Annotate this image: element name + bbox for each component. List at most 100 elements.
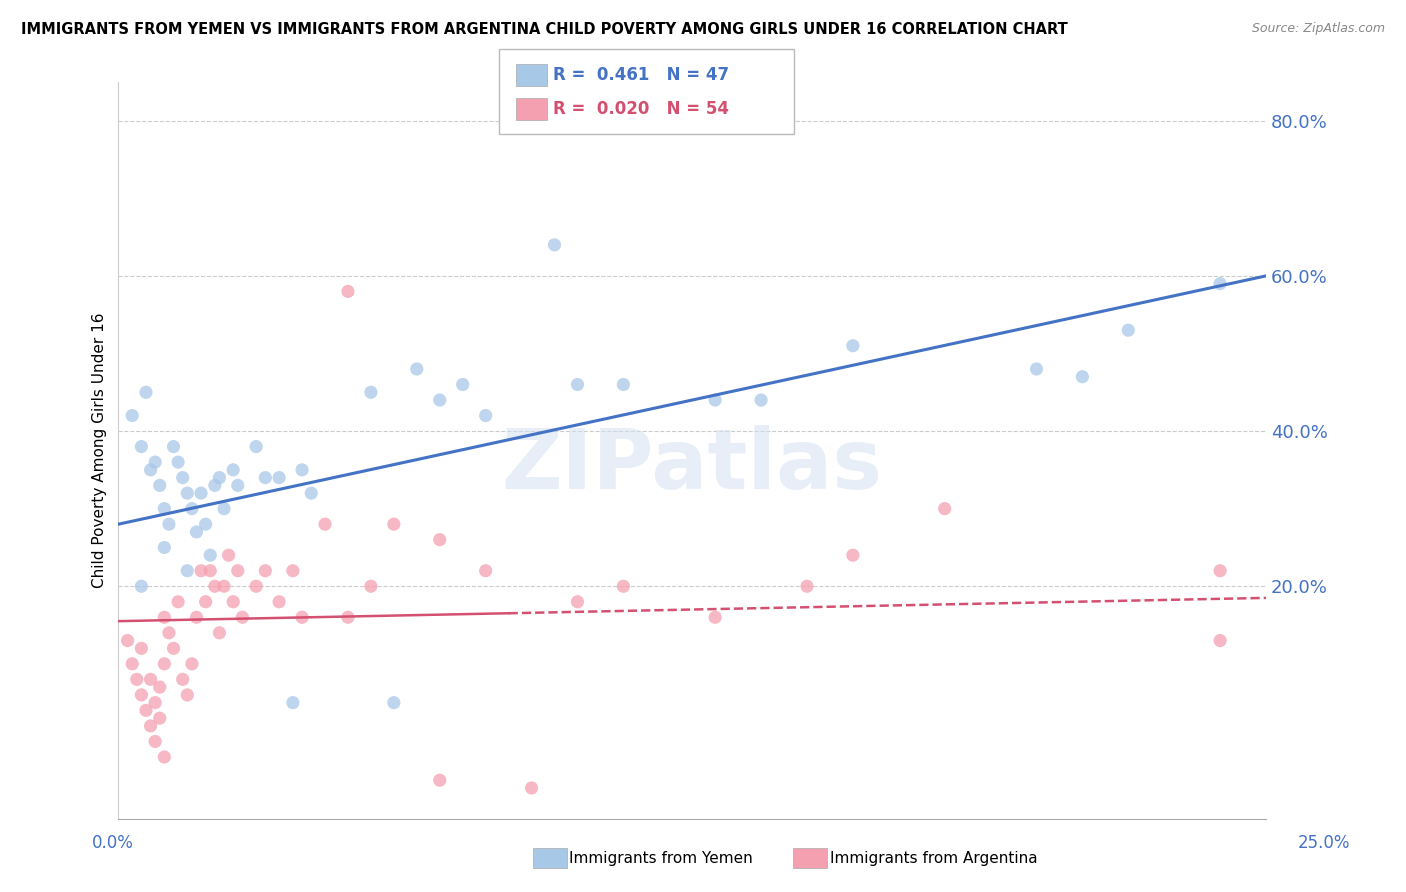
Point — [1209, 633, 1232, 648]
Point — [429, 392, 451, 407]
Point — [186, 610, 208, 624]
Point — [131, 641, 153, 656]
Point — [567, 377, 589, 392]
Point — [153, 750, 176, 764]
Point — [405, 362, 427, 376]
Point — [704, 392, 727, 407]
Point — [336, 610, 359, 624]
Point — [360, 385, 382, 400]
Y-axis label: Child Poverty Among Girls Under 16: Child Poverty Among Girls Under 16 — [93, 313, 107, 588]
Point — [612, 579, 634, 593]
Text: 0.0%: 0.0% — [91, 834, 134, 852]
Point — [281, 564, 304, 578]
Point — [1025, 362, 1047, 376]
Point — [139, 673, 162, 687]
Point — [121, 409, 143, 423]
Point — [567, 595, 589, 609]
Point — [474, 409, 496, 423]
Point — [269, 595, 291, 609]
Point — [299, 486, 322, 500]
Point — [842, 339, 865, 353]
Point — [204, 478, 226, 492]
Point — [218, 548, 240, 562]
Point — [200, 548, 222, 562]
Point — [934, 501, 956, 516]
Point — [167, 455, 190, 469]
Point — [429, 773, 451, 788]
Point — [194, 595, 217, 609]
Point — [180, 501, 202, 516]
Point — [190, 486, 212, 500]
Point — [222, 463, 245, 477]
Point — [842, 548, 865, 562]
Point — [212, 501, 235, 516]
Point — [167, 595, 190, 609]
Point — [149, 478, 172, 492]
Point — [153, 541, 176, 555]
Point — [474, 564, 496, 578]
Point — [1116, 323, 1139, 337]
Point — [291, 610, 314, 624]
Point — [231, 610, 253, 624]
Point — [143, 455, 166, 469]
Point — [612, 377, 634, 392]
Point — [143, 696, 166, 710]
Point — [131, 688, 153, 702]
Point — [208, 470, 231, 484]
Point — [139, 719, 162, 733]
Point — [135, 703, 157, 717]
Point — [131, 440, 153, 454]
Text: 25.0%: 25.0% — [1298, 834, 1350, 852]
Point — [429, 533, 451, 547]
Point — [291, 463, 314, 477]
Point — [153, 610, 176, 624]
Point — [314, 517, 336, 532]
Point — [176, 564, 198, 578]
Point — [212, 579, 235, 593]
Point — [1071, 369, 1094, 384]
Point — [226, 478, 249, 492]
Point — [172, 470, 194, 484]
Point — [451, 377, 474, 392]
Point — [121, 657, 143, 671]
Point — [796, 579, 818, 593]
Point — [200, 564, 222, 578]
Point — [172, 673, 194, 687]
Point — [382, 696, 405, 710]
Text: IMMIGRANTS FROM YEMEN VS IMMIGRANTS FROM ARGENTINA CHILD POVERTY AMONG GIRLS UND: IMMIGRANTS FROM YEMEN VS IMMIGRANTS FROM… — [21, 22, 1067, 37]
Point — [1209, 564, 1232, 578]
Point — [180, 657, 202, 671]
Text: ZIPatlas: ZIPatlas — [502, 425, 883, 506]
Point — [281, 696, 304, 710]
Point — [226, 564, 249, 578]
Point — [135, 385, 157, 400]
Point — [204, 579, 226, 593]
Point — [382, 517, 405, 532]
Point — [176, 486, 198, 500]
Point — [254, 470, 277, 484]
Text: Immigrants from Argentina: Immigrants from Argentina — [830, 851, 1038, 865]
Point — [254, 564, 277, 578]
Point — [269, 470, 291, 484]
Point — [520, 780, 543, 795]
Point — [543, 237, 565, 252]
Point — [222, 595, 245, 609]
Point — [336, 285, 359, 299]
Point — [186, 524, 208, 539]
Point — [194, 517, 217, 532]
Point — [143, 734, 166, 748]
Point — [153, 501, 176, 516]
Point — [162, 440, 184, 454]
Point — [162, 641, 184, 656]
Text: Immigrants from Yemen: Immigrants from Yemen — [569, 851, 754, 865]
Point — [153, 657, 176, 671]
Text: Source: ZipAtlas.com: Source: ZipAtlas.com — [1251, 22, 1385, 36]
Point — [245, 440, 267, 454]
Point — [245, 579, 267, 593]
Text: R =  0.461   N = 47: R = 0.461 N = 47 — [553, 66, 728, 84]
Point — [139, 463, 162, 477]
Point — [117, 633, 139, 648]
Point — [176, 688, 198, 702]
Point — [149, 711, 172, 725]
Point — [157, 625, 180, 640]
